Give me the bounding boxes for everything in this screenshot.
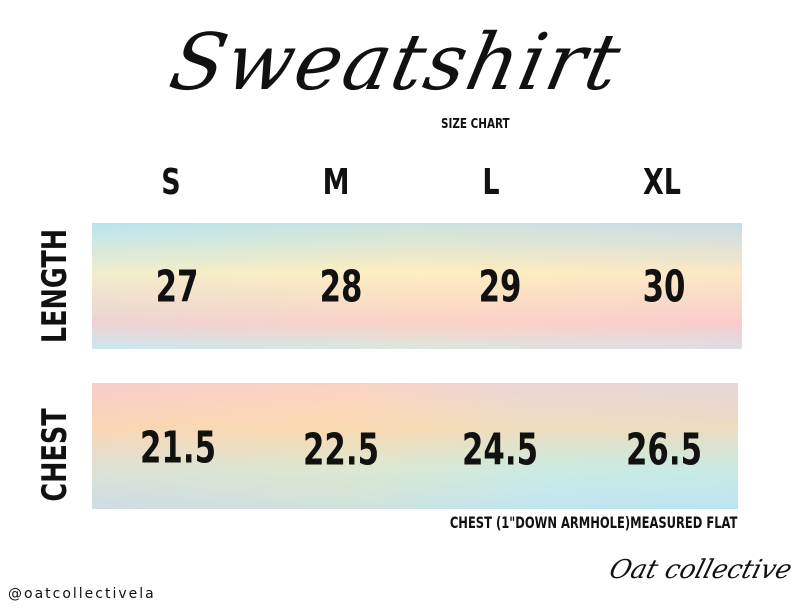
brand-logo: Oat collective (605, 555, 792, 585)
length-value: 27 (155, 261, 199, 313)
title: Sweatshirt (162, 18, 630, 108)
size-header: S (161, 162, 181, 203)
row-label-chest: CHEST (35, 408, 75, 502)
chest-value: 21.5 (140, 422, 216, 474)
length-value: 29 (478, 261, 522, 313)
chest-value: 24.5 (462, 424, 538, 476)
length-value: 30 (642, 261, 686, 313)
size-header: XL (642, 162, 682, 203)
chest-value: 26.5 (626, 424, 702, 476)
length-value: 28 (319, 261, 363, 313)
subtitle: SIZE CHART (441, 117, 510, 132)
size-header: L (482, 162, 500, 203)
row-label-length: LENGTH (35, 228, 75, 344)
chest-value: 22.5 (303, 424, 379, 476)
social-handle: @oatcollectivela (8, 586, 156, 602)
size-header: M (322, 162, 350, 203)
length-band (92, 223, 742, 349)
chest-band (92, 383, 738, 509)
measurement-note: CHEST (1"DOWN ARMHOLE)MEASURED FLAT (449, 513, 737, 532)
